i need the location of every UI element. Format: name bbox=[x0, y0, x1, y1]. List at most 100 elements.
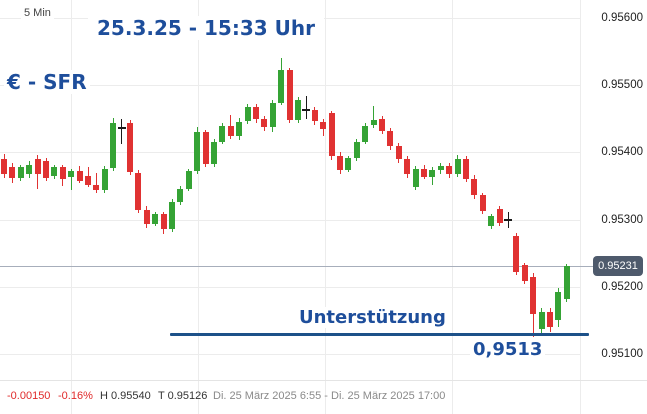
h-gridline bbox=[0, 354, 581, 355]
candle-down bbox=[479, 195, 486, 212]
y-axis-tick-label: 0.95400 bbox=[601, 146, 643, 159]
y-axis-tick-label: 0.95500 bbox=[601, 79, 643, 92]
candle-down bbox=[446, 165, 453, 174]
candle-down bbox=[395, 145, 402, 160]
candle-down bbox=[463, 159, 469, 179]
candle-down bbox=[547, 311, 553, 328]
candle-down bbox=[421, 168, 427, 177]
status-session-high: H 0.95540 bbox=[100, 390, 151, 402]
candle-down bbox=[261, 118, 268, 127]
candle-up bbox=[152, 214, 159, 224]
doji-cross bbox=[504, 219, 512, 222]
h-gridline bbox=[0, 286, 581, 288]
instrument-label: € - SFR bbox=[4, 70, 90, 94]
candle-up bbox=[437, 165, 444, 170]
candle-up bbox=[169, 202, 175, 229]
candle-down bbox=[34, 159, 41, 174]
candle-down bbox=[521, 265, 528, 282]
candle-down bbox=[379, 118, 385, 131]
candle-up bbox=[563, 266, 570, 299]
chart-plot-area[interactable] bbox=[0, 0, 581, 380]
candle-down bbox=[160, 214, 167, 229]
support-trendline[interactable] bbox=[170, 332, 589, 336]
candle-down bbox=[471, 178, 478, 196]
candle-down bbox=[286, 70, 293, 121]
candle-up bbox=[177, 188, 184, 203]
candle-up bbox=[101, 168, 108, 190]
last-price-badge: 0.95231 bbox=[593, 256, 643, 276]
candle-down bbox=[328, 113, 335, 157]
candle-up bbox=[345, 158, 352, 170]
status-session-low: T 0.95126 bbox=[158, 390, 208, 402]
interval-label: 5 Min bbox=[21, 7, 54, 19]
candle-down bbox=[59, 167, 66, 180]
candle-up bbox=[412, 168, 419, 188]
candle-up bbox=[68, 171, 75, 177]
candle-up bbox=[236, 121, 243, 137]
doji-cross bbox=[117, 127, 126, 130]
candle-up bbox=[370, 120, 377, 126]
candle-down bbox=[202, 132, 209, 165]
chart-title: 25.3.25 - 15:33 Uhr bbox=[88, 16, 324, 40]
candle-up bbox=[110, 122, 117, 169]
candle-down bbox=[227, 125, 234, 137]
status-time-range: Di. 25 März 2025 6:55 - Di. 25 März 2025… bbox=[213, 390, 446, 402]
candle-wick bbox=[373, 106, 375, 129]
status-change-absolute: -0.00150 bbox=[7, 390, 51, 402]
candle-down bbox=[127, 122, 133, 173]
candle-up bbox=[454, 159, 461, 174]
candle-up bbox=[185, 171, 192, 189]
candle-down bbox=[43, 160, 49, 178]
h-gridline bbox=[0, 152, 581, 154]
candle-wick bbox=[305, 96, 307, 119]
candle-up bbox=[244, 106, 251, 122]
y-axis-tick-label: 0.95600 bbox=[601, 12, 643, 24]
candle-up bbox=[26, 164, 33, 174]
candle-up bbox=[488, 215, 495, 227]
candle-down bbox=[85, 175, 91, 185]
candle-down bbox=[76, 171, 83, 181]
v-gridline bbox=[71, 0, 72, 414]
v-gridline bbox=[325, 0, 326, 414]
status-change-percent: -0.16% bbox=[58, 390, 93, 402]
candle-wick bbox=[121, 118, 123, 145]
candle-down bbox=[530, 276, 537, 314]
candle-up bbox=[211, 141, 217, 165]
doji-cross bbox=[302, 109, 311, 112]
candle-down bbox=[253, 106, 259, 119]
candle-up bbox=[278, 70, 285, 103]
candle-up bbox=[538, 311, 545, 330]
candle-down bbox=[496, 208, 503, 223]
candle-down bbox=[9, 167, 16, 178]
candle-up bbox=[51, 167, 58, 176]
candle-up bbox=[353, 141, 360, 159]
support-annotation-label: Unterstützung bbox=[296, 307, 449, 328]
candle-up bbox=[219, 125, 226, 142]
candle-down bbox=[93, 184, 100, 191]
v-gridline bbox=[580, 0, 581, 414]
candle-up bbox=[555, 291, 562, 321]
candle-up bbox=[362, 125, 369, 142]
candle-down bbox=[404, 159, 411, 174]
h-gridline bbox=[0, 219, 581, 221]
candle-up bbox=[295, 100, 301, 121]
status-bar: -0.00150 -0.16% H 0.95540 T 0.95126 Di. … bbox=[0, 380, 647, 414]
v-gridline bbox=[198, 0, 199, 414]
candle-down bbox=[337, 156, 343, 170]
candle-down bbox=[1, 159, 7, 174]
candle-down bbox=[135, 172, 142, 210]
candle-down bbox=[143, 209, 150, 224]
candle-up bbox=[429, 169, 436, 177]
v-gridline bbox=[452, 0, 453, 414]
candle-down bbox=[320, 121, 327, 129]
y-axis-tick-label: 0.95100 bbox=[601, 348, 643, 360]
candle-wick bbox=[95, 172, 97, 193]
candle-down bbox=[311, 110, 318, 122]
candle-up bbox=[17, 167, 24, 178]
y-axis-tick-label: 0.95200 bbox=[601, 280, 643, 293]
candle-up bbox=[269, 102, 276, 127]
candle-down bbox=[387, 130, 394, 146]
candle-up bbox=[194, 132, 201, 172]
last-price-line bbox=[0, 266, 594, 267]
